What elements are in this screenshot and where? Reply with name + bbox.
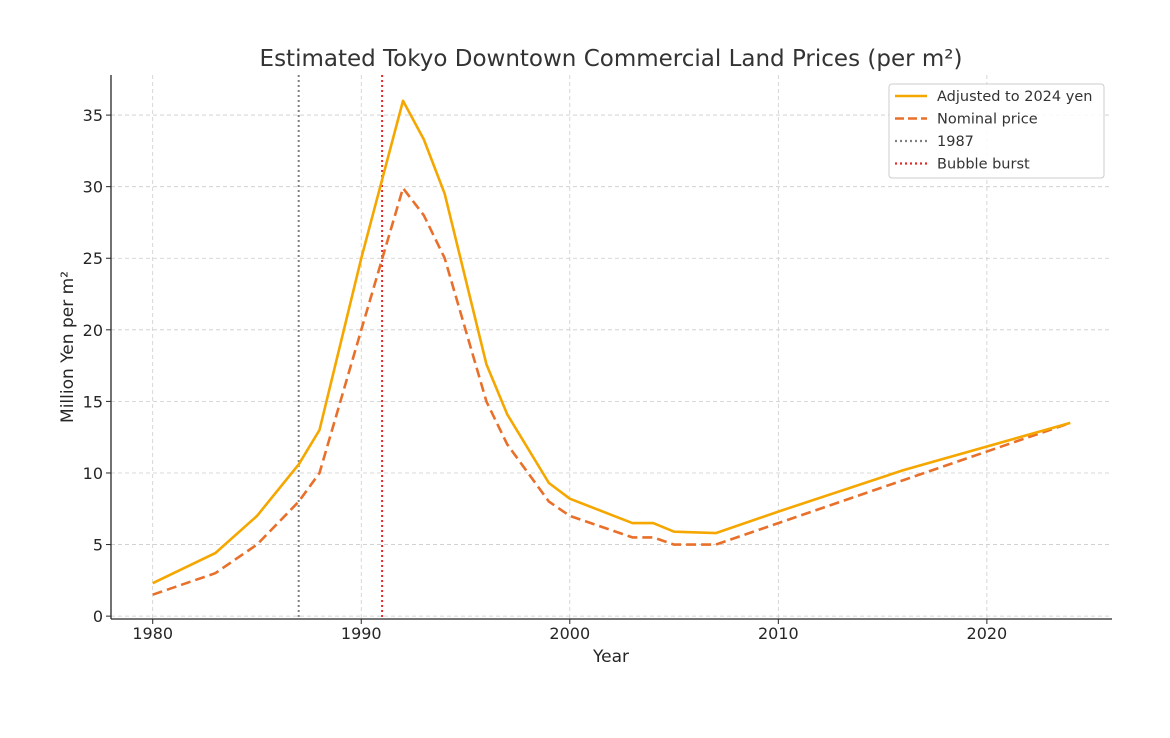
legend-label: Nominal price bbox=[937, 112, 1038, 128]
x-tick-label: 2020 bbox=[967, 624, 1008, 643]
x-tick-label: 2010 bbox=[758, 624, 799, 643]
y-tick-label: 5 bbox=[93, 536, 103, 555]
legend-item: Bubble burst bbox=[895, 157, 1030, 173]
legend-label: Adjusted to 2024 yen bbox=[937, 89, 1092, 105]
x-tick-label: 2000 bbox=[549, 624, 590, 643]
series bbox=[152, 99, 1071, 596]
legend: Adjusted to 2024 yen Nominal price 1987 Bub… bbox=[888, 83, 1105, 179]
x-axis-label: Year bbox=[592, 647, 629, 667]
legend-item: 1987 bbox=[895, 134, 974, 150]
series-line-nominal-price bbox=[152, 186, 1071, 596]
chart-title: Estimated Tokyo Downtown Commercial Land… bbox=[260, 46, 963, 72]
legend-item: Adjusted to 2024 yen bbox=[895, 89, 1092, 105]
legend-label: 1987 bbox=[937, 134, 974, 150]
series-line-adjusted-to-2024-yen bbox=[152, 99, 1071, 585]
x-ticks: 1980 1990 2000 2010 2020 bbox=[132, 619, 1007, 643]
y-ticks: 0 5 10 15 20 25 30 35 bbox=[83, 106, 111, 626]
y-tick-label: 35 bbox=[83, 106, 103, 125]
y-tick-label: 15 bbox=[83, 392, 103, 411]
y-axis-label: Million Yen per m² bbox=[58, 271, 78, 423]
y-tick-label: 25 bbox=[83, 249, 103, 268]
y-tick-label: 20 bbox=[83, 321, 103, 340]
y-tick-label: 30 bbox=[83, 178, 103, 197]
vertical-markers bbox=[297, 75, 384, 619]
legend-label: Bubble burst bbox=[937, 157, 1030, 173]
x-tick-label: 1990 bbox=[341, 624, 382, 643]
y-tick-label: 10 bbox=[83, 464, 103, 483]
x-tick-label: 1980 bbox=[132, 624, 173, 643]
legend-box bbox=[888, 83, 1105, 179]
y-tick-label: 0 bbox=[93, 607, 103, 626]
legend-item: Nominal price bbox=[895, 112, 1038, 128]
